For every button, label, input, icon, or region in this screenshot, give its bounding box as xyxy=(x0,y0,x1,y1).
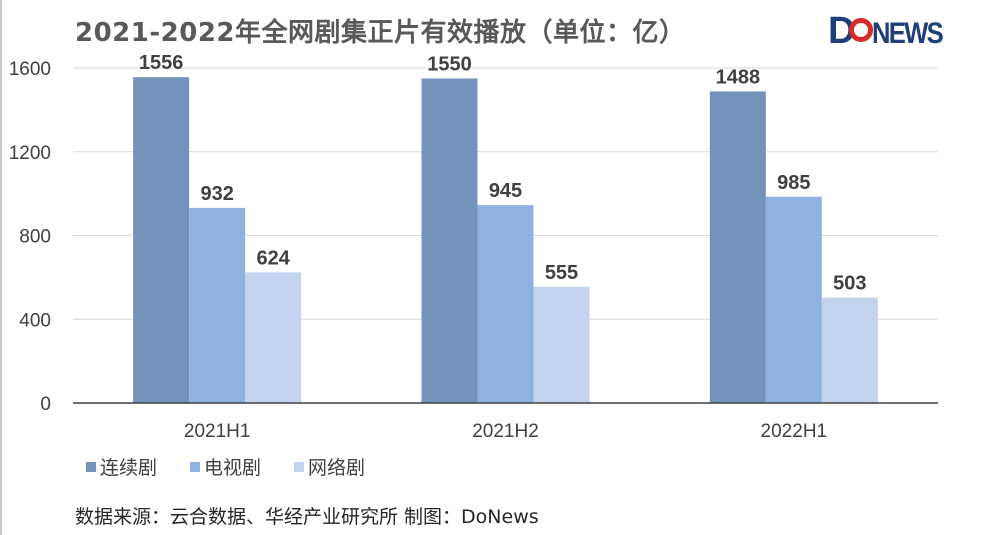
y-tick-label: 1200 xyxy=(9,143,51,164)
legend-swatch xyxy=(190,462,200,472)
bar xyxy=(189,207,246,403)
legend: 连续剧 电视剧 网络剧 xyxy=(86,457,365,479)
legend-swatch xyxy=(86,462,96,472)
bar xyxy=(765,196,822,403)
data-label: 985 xyxy=(777,172,810,194)
data-label: 945 xyxy=(489,180,522,202)
x-tick-label: 2021H2 xyxy=(472,421,539,442)
donews-logo: D NEWS xyxy=(828,10,944,50)
chart-title: 2021-2022年全网剧集正片有效播放（单位：亿） xyxy=(75,18,686,48)
bar xyxy=(709,91,766,403)
data-label: 624 xyxy=(256,247,290,269)
bar xyxy=(245,272,302,403)
y-tick-label: 800 xyxy=(19,227,51,248)
y-tick-label: 1600 xyxy=(9,59,51,80)
bar xyxy=(421,78,478,403)
source-note: 数据来源：云合数据、华经产业研究所 制图：DoNews xyxy=(75,506,539,528)
labels-layer: 1556 932 624 1550 945 555 1488 985 503 xyxy=(139,52,867,294)
bar xyxy=(477,205,534,403)
svg-text:NEWS: NEWS xyxy=(872,17,943,50)
data-label: 1488 xyxy=(716,66,761,88)
data-label: 932 xyxy=(200,183,233,205)
y-tick-label: 400 xyxy=(19,310,51,331)
data-label: 503 xyxy=(833,273,866,295)
data-label: 555 xyxy=(545,262,578,284)
legend-label: 电视剧 xyxy=(204,457,261,479)
data-label: 1556 xyxy=(139,52,184,74)
legend-label: 连续剧 xyxy=(100,457,157,479)
x-tick-label: 2022H1 xyxy=(761,421,828,442)
bar xyxy=(533,286,590,403)
legend-swatch xyxy=(294,462,304,472)
left-border xyxy=(0,0,2,535)
bars-layer xyxy=(133,77,878,404)
bar xyxy=(821,297,878,403)
x-tick-label: 2021H1 xyxy=(184,421,251,442)
data-label: 1550 xyxy=(427,53,472,75)
legend-label: 网络剧 xyxy=(308,457,365,479)
y-tick-label: 0 xyxy=(40,394,51,415)
axis-layer: 0 400 800 1200 1600 2021H1 2021H2 2022H1 xyxy=(9,59,938,442)
bar xyxy=(133,77,190,404)
